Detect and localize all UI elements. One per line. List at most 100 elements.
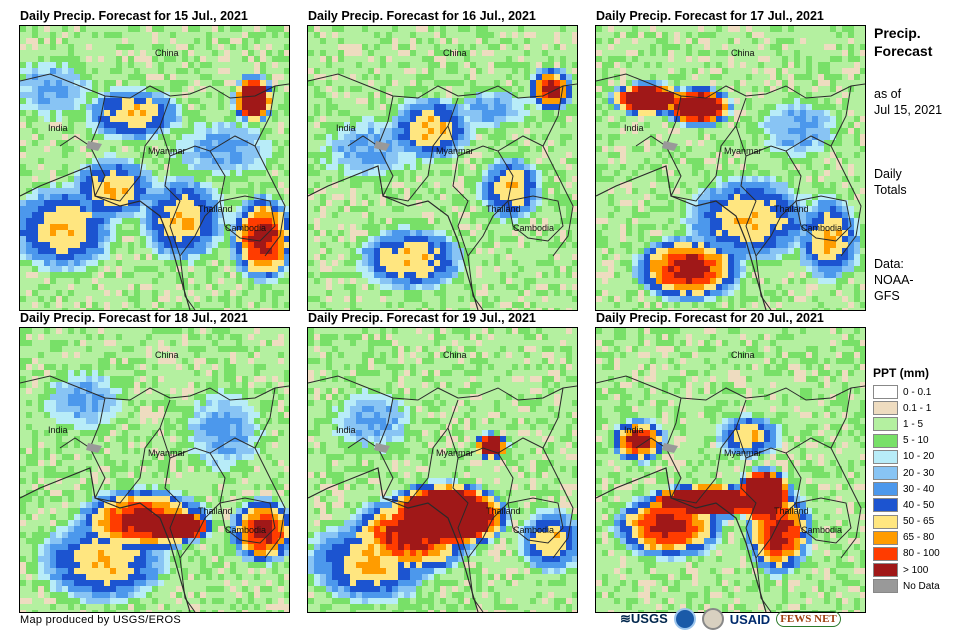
daily-totals: Daily Totals: [874, 167, 907, 197]
legend-swatch: [873, 579, 898, 594]
map-label-india: India: [624, 123, 644, 133]
map-label-china: China: [443, 350, 467, 360]
map-label-india: India: [336, 425, 356, 435]
country-border: [830, 85, 852, 147]
no-data-area: [86, 443, 102, 453]
country-border: [219, 195, 276, 242]
country-border: [169, 447, 226, 559]
panel-title-6: Daily Precip. Forecast for 20 Jul., 2021: [596, 311, 824, 325]
legend: PPT (mm) 0 - 0.1 0.1 - 1 1 - 5 5 - 10 10 - 2…: [873, 366, 940, 594]
no-data-area: [374, 141, 390, 151]
map-panel-6: China India Myanmar Thailand Cambodia: [595, 327, 866, 613]
map-label-thailand: Thailand: [198, 204, 233, 214]
country-border: [507, 497, 564, 544]
dos-seal-icon: [701, 608, 724, 630]
map-label-myanmar: Myanmar: [436, 146, 474, 156]
map-label-india: India: [336, 123, 356, 133]
country-border: [219, 497, 276, 544]
country-border: [457, 447, 514, 559]
no-data-area: [86, 141, 102, 151]
precip-map: China India Myanmar Thailand Cambodia: [20, 328, 289, 612]
legend-swatch: [873, 530, 898, 545]
no-data-area: [662, 141, 678, 151]
country-border: [308, 73, 577, 99]
legend-swatch: [873, 449, 898, 464]
country-border: [785, 437, 862, 559]
legend-label: 40 - 50: [903, 499, 935, 511]
panel-title-3: Daily Precip. Forecast for 17 Jul., 2021: [596, 9, 824, 23]
map-label-myanmar: Myanmar: [148, 448, 186, 458]
precip-map: China India Myanmar Thailand Cambodia: [20, 26, 289, 310]
country-border: [20, 73, 289, 99]
map-label-thailand: Thailand: [486, 204, 521, 214]
country-border: [542, 387, 564, 449]
legend-label: 1 - 5: [903, 418, 924, 430]
legend-label: 20 - 30: [903, 467, 935, 479]
legend-label: 10 - 20: [903, 451, 935, 463]
map-label-cambodia: Cambodia: [513, 223, 554, 233]
country-border: [20, 375, 289, 401]
country-border: [665, 95, 747, 202]
country-border: [377, 95, 459, 202]
legend-item: 40 - 50: [873, 497, 940, 513]
map-label-china: China: [731, 350, 755, 360]
legend-label: 0.1 - 1: [903, 402, 932, 414]
legend-item: 1 - 5: [873, 416, 940, 432]
legend-label: 65 - 80: [903, 532, 935, 544]
legend-item: 0 - 0.1: [873, 384, 940, 400]
country-border: [89, 95, 171, 202]
coastline: [596, 467, 767, 612]
map-label-myanmar: Myanmar: [724, 448, 762, 458]
usaid-logo: USAID: [729, 611, 771, 627]
legend-label: 80 - 100: [903, 548, 940, 560]
legend-label: 50 - 65: [903, 516, 935, 528]
map-label-cambodia: Cambodia: [513, 525, 554, 535]
map-panel-1: China India Myanmar Thailand Cambodia: [19, 25, 290, 311]
panel-title-5: Daily Precip. Forecast for 19 Jul., 2021: [308, 311, 536, 325]
legend-item: 30 - 40: [873, 481, 940, 497]
no-data-area: [662, 443, 678, 453]
legend-swatch: [873, 563, 898, 578]
map-credit: Map produced by USGS/EROS: [20, 614, 181, 626]
legend-swatch: [873, 466, 898, 481]
legend-swatch: [873, 514, 898, 529]
fews-net-logo: FEWS NET: [776, 611, 841, 627]
country-border: [596, 73, 865, 99]
country-border: [745, 145, 802, 257]
map-label-china: China: [155, 48, 179, 58]
legend-swatch: [873, 385, 898, 400]
country-border: [347, 135, 379, 147]
map-label-india: India: [48, 123, 68, 133]
legend-label: No Data: [903, 580, 940, 592]
legend-item: 20 - 30: [873, 465, 940, 481]
logo-strip: ≋USGS USAID FEWS NET: [620, 606, 841, 632]
data-source: Data: NOAA- GFS: [874, 257, 914, 303]
country-border: [59, 135, 91, 147]
legend-swatch: [873, 433, 898, 448]
legend-label: 5 - 10: [903, 435, 929, 447]
legend-item: 65 - 80: [873, 530, 940, 546]
coastline: [20, 165, 191, 310]
map-label-thailand: Thailand: [774, 204, 809, 214]
country-border: [308, 375, 577, 401]
coastline: [308, 165, 479, 310]
country-border: [377, 397, 459, 504]
country-border: [209, 437, 286, 559]
country-border: [635, 437, 667, 449]
legend-swatch: [873, 482, 898, 497]
country-border: [254, 85, 276, 147]
precip-map: China India Myanmar Thailand Cambodia: [596, 328, 865, 612]
map-label-china: China: [443, 48, 467, 58]
country-border: [745, 447, 802, 559]
country-border: [209, 135, 286, 257]
map-panel-3: China India Myanmar Thailand Cambodia: [595, 25, 866, 311]
noaa-logo: [673, 608, 696, 630]
country-border: [254, 387, 276, 449]
precip-map: China India Myanmar Thailand Cambodia: [308, 26, 577, 310]
coastline: [20, 467, 191, 612]
map-label-cambodia: Cambodia: [225, 223, 266, 233]
legend-item: > 100: [873, 562, 940, 578]
map-label-cambodia: Cambodia: [801, 223, 842, 233]
country-border: [795, 195, 852, 242]
legend-swatch: [873, 498, 898, 513]
